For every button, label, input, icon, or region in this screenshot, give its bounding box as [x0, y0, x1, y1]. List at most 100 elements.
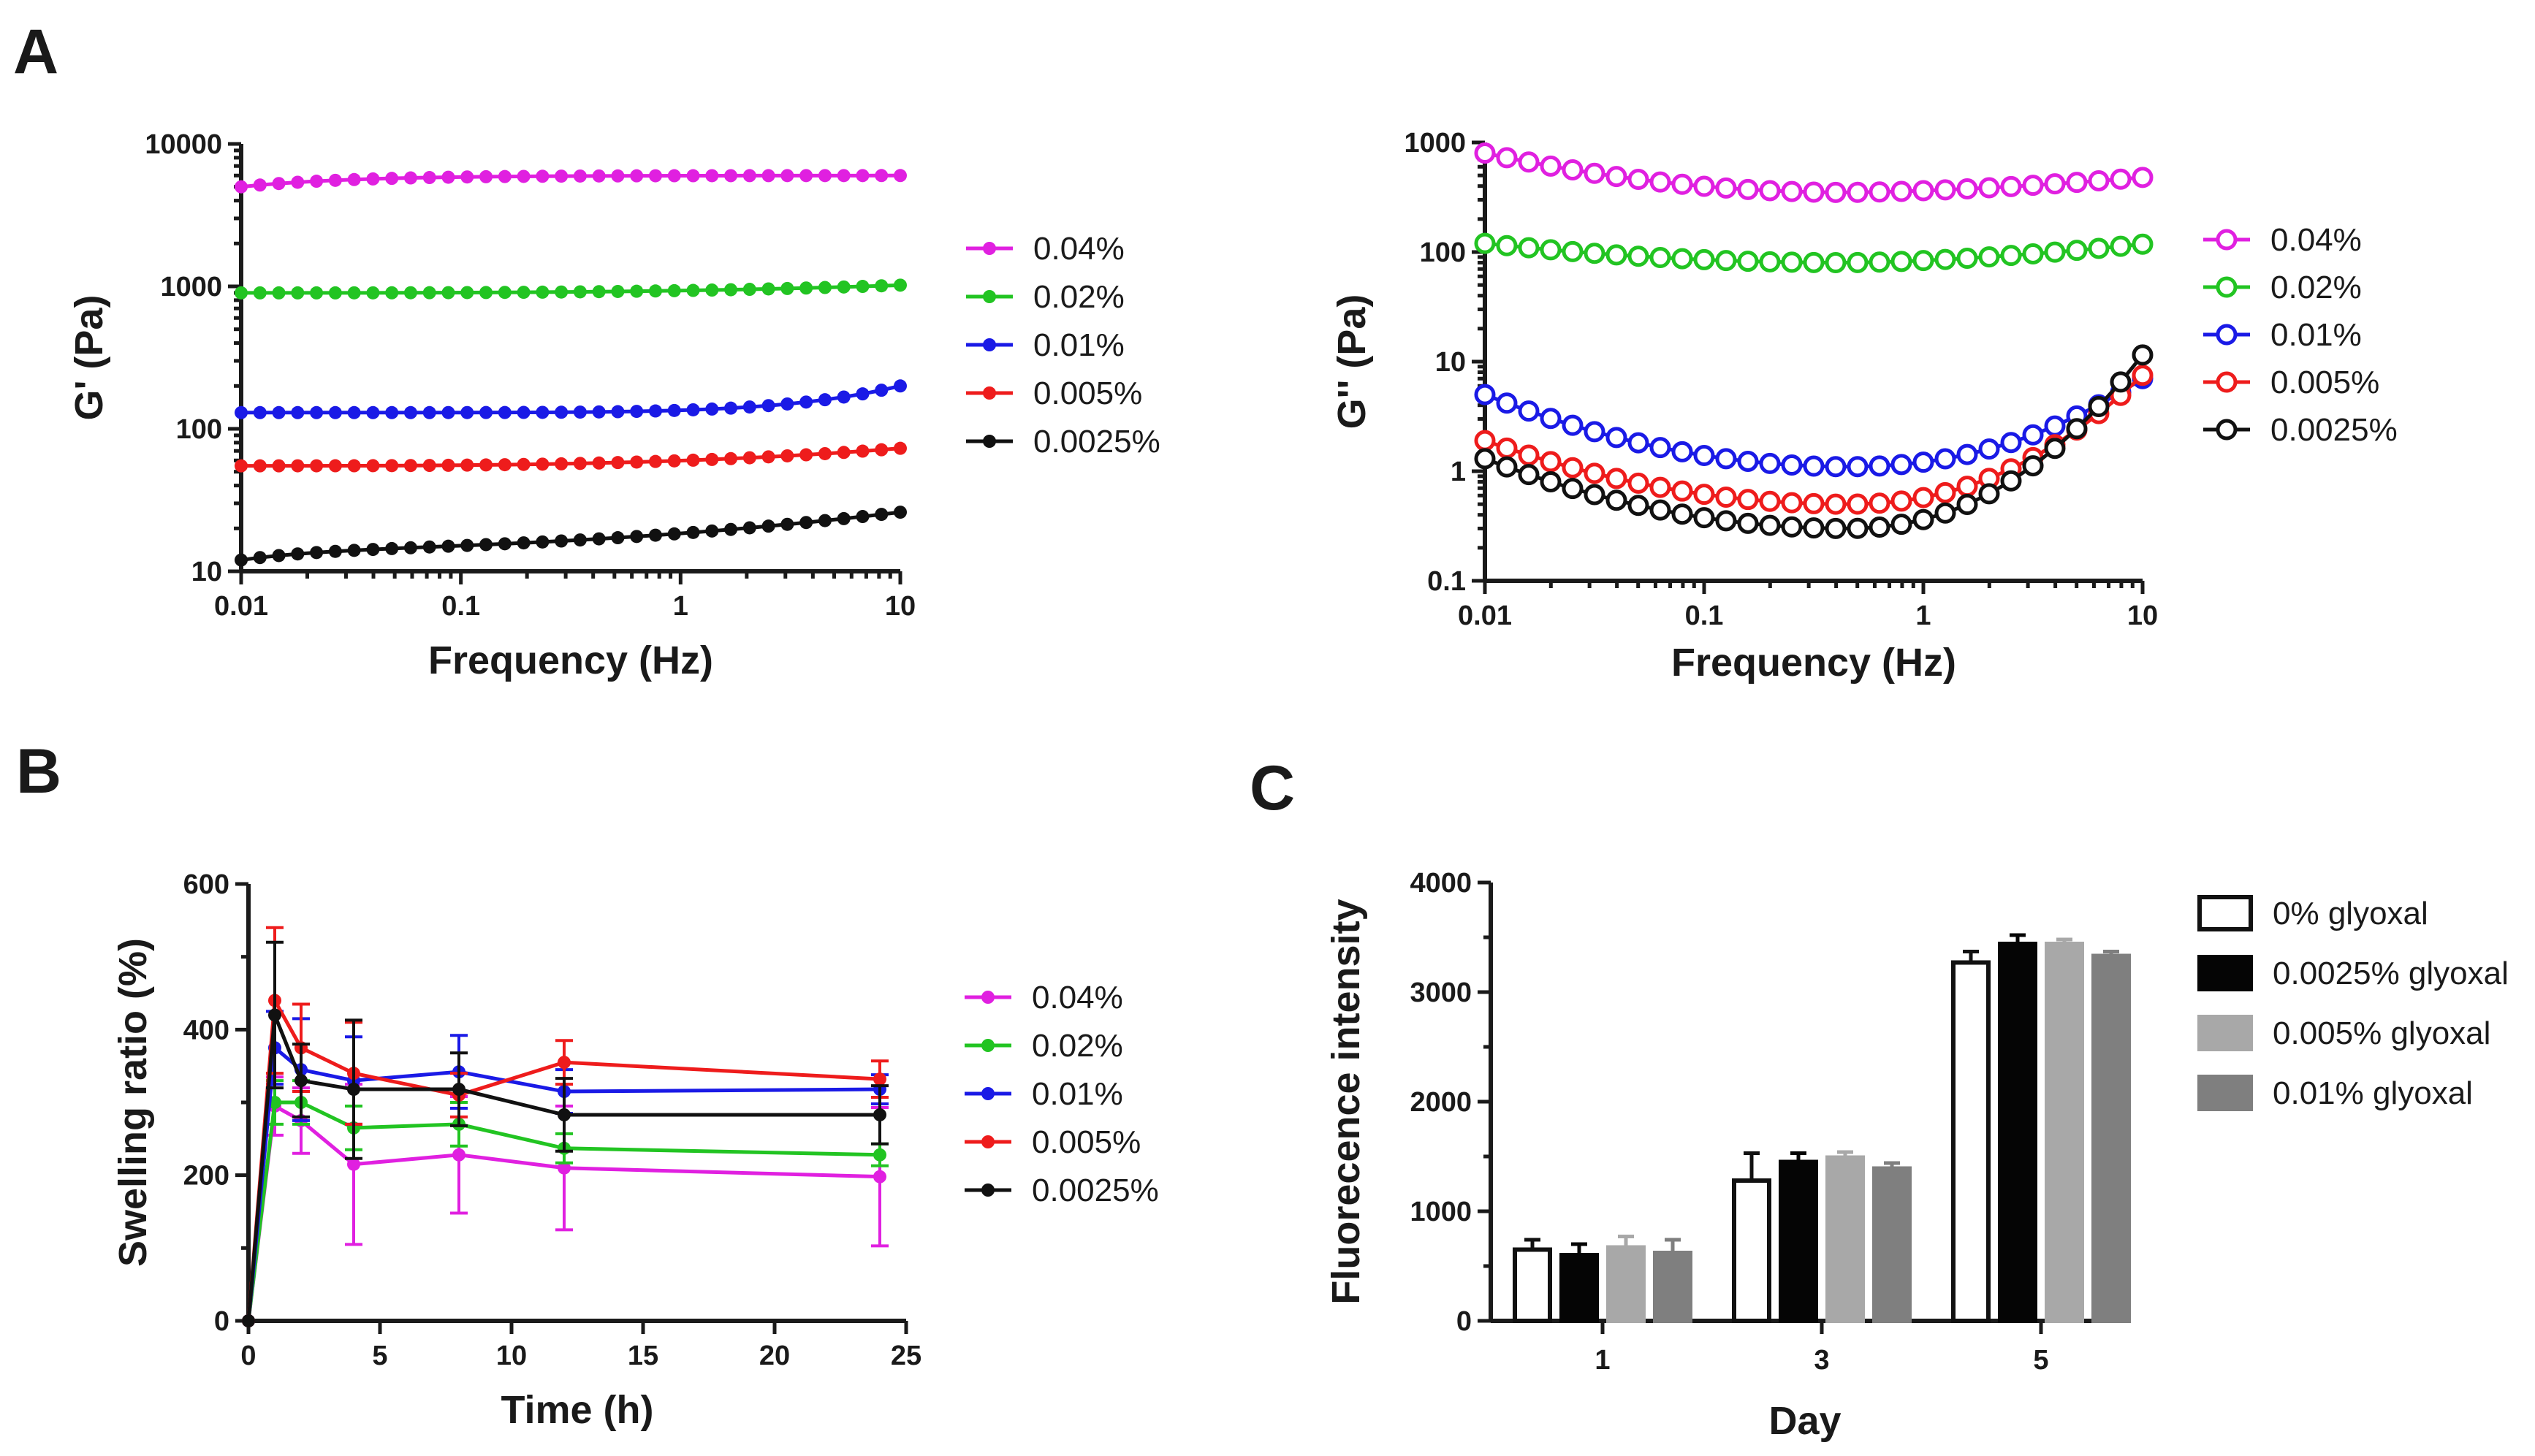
data-point — [2088, 237, 2110, 259]
data-point — [705, 169, 719, 183]
data-point — [1781, 492, 1803, 514]
data-point — [347, 172, 361, 186]
x-tick-label: 1 — [1595, 1345, 1610, 1376]
data-point — [667, 403, 681, 417]
data-point — [1715, 177, 1737, 199]
data-point — [705, 402, 719, 416]
data-point — [1869, 517, 1890, 538]
data-point — [648, 404, 662, 418]
data-point — [1671, 441, 1693, 462]
data-point — [1671, 503, 1693, 525]
data-point — [517, 457, 531, 471]
bar — [1653, 1251, 1692, 1323]
data-point — [555, 169, 569, 183]
data-point — [1759, 514, 1781, 536]
data-point — [1890, 514, 1912, 535]
data-point — [422, 405, 436, 419]
data-point — [1869, 492, 1890, 514]
legend-label: 0% glyoxal — [2273, 896, 2428, 931]
data-point — [1825, 456, 1847, 478]
data-point — [2132, 167, 2154, 188]
data-point — [1934, 481, 1956, 503]
data-point — [452, 1083, 465, 1097]
data-point — [555, 405, 569, 419]
data-point — [1825, 181, 1847, 203]
legend-swatch — [2197, 1075, 2253, 1111]
data-point — [517, 536, 531, 550]
data-point — [648, 454, 662, 468]
data-point — [1584, 421, 1605, 443]
bar — [1779, 1159, 1818, 1323]
data-point — [1496, 147, 1518, 169]
data-point — [799, 516, 813, 530]
data-point — [403, 171, 417, 185]
data-point — [1759, 452, 1781, 474]
data-point — [1825, 252, 1847, 274]
legend-label: 0.02% — [1033, 279, 1125, 315]
data-point — [291, 405, 305, 419]
y-tick-label: 10 — [1435, 347, 1466, 378]
y-tick-label: 1 — [1451, 457, 1466, 487]
data-point — [1869, 181, 1890, 203]
data-point — [1781, 516, 1803, 538]
data-point — [573, 285, 587, 299]
data-point — [536, 405, 550, 419]
data-point — [799, 395, 813, 409]
x-tick-label: 5 — [2033, 1345, 2048, 1376]
data-point — [460, 170, 474, 184]
data-point — [873, 1108, 886, 1121]
data-point — [837, 390, 851, 404]
legend-marker — [981, 1135, 995, 1148]
data-point — [1890, 180, 1912, 202]
legend-label: 0.01% — [1032, 1076, 1123, 1112]
legend-label: 0.01% glyoxal — [2273, 1075, 2473, 1111]
data-point — [1956, 476, 1978, 498]
data-point — [1474, 430, 1496, 451]
data-point — [1759, 251, 1781, 272]
data-point — [1912, 487, 1934, 508]
data-point — [555, 534, 569, 548]
data-point — [799, 169, 813, 183]
data-point — [780, 449, 794, 462]
bar — [1872, 1166, 1912, 1323]
legend-marker — [983, 435, 996, 448]
legend-swatch — [2197, 895, 2253, 931]
data-point — [873, 1148, 886, 1162]
data-point — [479, 458, 493, 472]
data-point — [272, 459, 286, 473]
y-tick-label: 3000 — [1410, 977, 1472, 1008]
data-point — [705, 283, 719, 297]
data-point — [724, 401, 738, 415]
data-point — [1869, 251, 1890, 273]
legend-marker — [983, 290, 996, 303]
data-point — [2088, 396, 2110, 418]
data-point — [761, 399, 775, 413]
data-point — [611, 405, 625, 419]
data-point — [498, 537, 512, 551]
data-point — [422, 171, 436, 185]
data-point — [818, 446, 832, 460]
data-point — [347, 405, 361, 419]
data-point — [837, 169, 851, 183]
data-point — [1627, 169, 1649, 191]
data-point — [573, 457, 587, 470]
y-axis-title: G'' (Pa) — [1330, 294, 1374, 430]
data-point — [630, 284, 644, 298]
data-point — [1649, 171, 1671, 193]
data-point — [1956, 248, 1978, 270]
data-point — [856, 280, 870, 294]
data-point — [1605, 468, 1627, 489]
data-point — [1518, 464, 1540, 486]
data-point — [1890, 490, 1912, 512]
data-point — [2110, 235, 2132, 257]
data-point — [1693, 248, 1715, 270]
data-point — [724, 451, 738, 465]
data-point — [1671, 480, 1693, 502]
panel-letter-a: A — [13, 17, 58, 87]
x-tick-label: 0.1 — [441, 591, 480, 622]
legend-label: 0.04% — [2270, 222, 2362, 258]
data-point — [441, 405, 455, 419]
data-point — [310, 405, 324, 419]
data-point — [856, 387, 870, 401]
y-tick-label: 2000 — [1410, 1087, 1472, 1118]
